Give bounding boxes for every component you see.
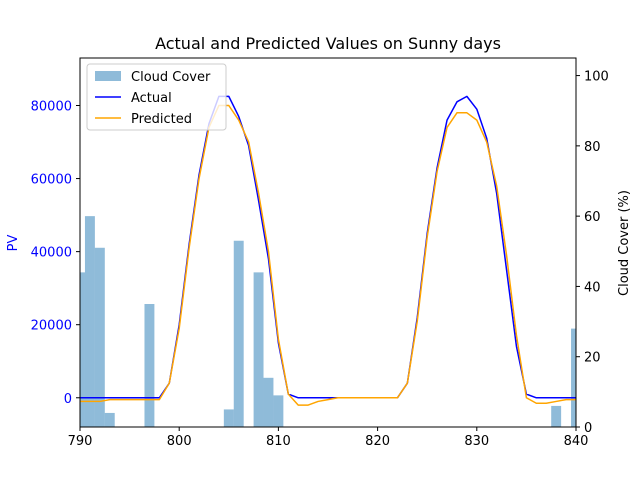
x-tick-label: 810 bbox=[266, 434, 291, 449]
legend-swatch-cloud-cover bbox=[95, 71, 121, 81]
y-right-tick-label: 60 bbox=[584, 210, 601, 225]
legend-label: Cloud Cover bbox=[131, 70, 211, 85]
y-right-axis-label: Cloud Cover (%) bbox=[617, 190, 632, 296]
axes: 790 800 810 820 830 8400200004000060000800000… bbox=[31, 57, 609, 449]
y-left-tick-label: 40000 bbox=[31, 246, 72, 261]
cloud-cover-bar bbox=[233, 240, 244, 427]
cloud-cover-bar bbox=[144, 304, 155, 427]
legend-label: Actual bbox=[131, 91, 172, 106]
x-tick-label: 800 bbox=[167, 434, 192, 449]
y-right-tick-label: 80 bbox=[584, 140, 601, 155]
cloud-cover-bar bbox=[571, 328, 576, 427]
y-left-tick-label: 0 bbox=[64, 392, 72, 407]
cloud-cover-bar bbox=[551, 405, 562, 427]
x-tick-label: 840 bbox=[564, 434, 589, 449]
legend-box bbox=[86, 63, 227, 131]
cloud-cover-bar bbox=[263, 377, 274, 427]
chart-title: Actual and Predicted Values on Sunny day… bbox=[155, 34, 501, 53]
cloud-cover-bar bbox=[273, 395, 284, 427]
cloud-cover-bar bbox=[84, 216, 95, 427]
y-right-tick-label: 0 bbox=[584, 421, 592, 436]
legend: Cloud Cover Actual Predicted bbox=[86, 63, 227, 131]
cloud-cover-bar bbox=[223, 409, 234, 427]
y-left-axis-label: PV bbox=[6, 235, 21, 252]
plot-frame bbox=[79, 57, 577, 428]
line-series bbox=[80, 95, 576, 406]
legend-label: Predicted bbox=[131, 112, 192, 127]
y-right-tick-label: 100 bbox=[584, 70, 609, 85]
y-left-tick-label: 80000 bbox=[31, 99, 72, 114]
y-left-tick-label: 20000 bbox=[31, 319, 72, 334]
y-right-tick-label: 20 bbox=[584, 351, 601, 366]
x-tick-label: 830 bbox=[464, 434, 489, 449]
predicted-series-line bbox=[80, 104, 576, 406]
cloud-cover-bar bbox=[253, 272, 264, 427]
cloud-cover-bar bbox=[80, 272, 85, 427]
y-right-tick-label: 40 bbox=[584, 280, 601, 295]
y-left-tick-label: 60000 bbox=[31, 173, 72, 188]
cloud-cover-bar bbox=[104, 412, 115, 427]
cloud-cover-bars bbox=[80, 216, 576, 427]
x-tick-label: 790 bbox=[68, 434, 93, 449]
cloud-cover-bar bbox=[94, 247, 105, 427]
x-tick-label: 820 bbox=[365, 434, 390, 449]
